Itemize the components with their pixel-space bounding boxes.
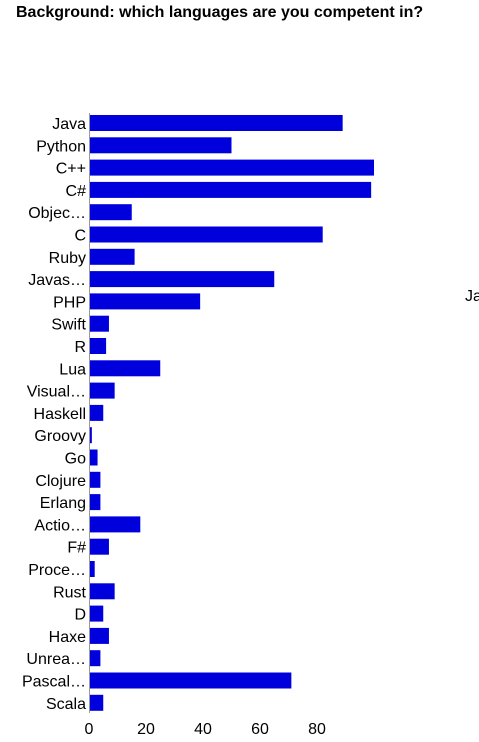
category-label: Java bbox=[52, 116, 86, 133]
bar-25 bbox=[89, 672, 292, 689]
bar-15 bbox=[89, 449, 98, 466]
category-label: D bbox=[74, 607, 86, 624]
category-label: Proce… bbox=[28, 562, 86, 579]
bar-12 bbox=[89, 382, 115, 399]
chart-title: Background: which languages are you comp… bbox=[16, 4, 424, 21]
bar-5 bbox=[89, 226, 323, 243]
bar-17 bbox=[89, 494, 101, 511]
category-label: Clojure bbox=[35, 473, 86, 490]
bars-group bbox=[89, 115, 374, 711]
bar-24 bbox=[89, 650, 101, 667]
category-label: F# bbox=[67, 540, 86, 557]
category-label: Rust bbox=[53, 584, 86, 601]
bar-8 bbox=[89, 293, 201, 310]
category-label: Objec… bbox=[28, 205, 86, 222]
bar-13 bbox=[89, 404, 104, 421]
bar-7 bbox=[89, 271, 275, 288]
category-label: PHP bbox=[53, 294, 86, 311]
bar-16 bbox=[89, 471, 101, 488]
category-label: Actio… bbox=[34, 517, 86, 534]
category-label: Javas… bbox=[28, 272, 86, 289]
bar-23 bbox=[89, 627, 109, 644]
bar-18 bbox=[89, 516, 141, 533]
bar-0 bbox=[89, 115, 343, 131]
bar-22 bbox=[89, 605, 104, 622]
bar-26 bbox=[89, 694, 104, 711]
x-tick-label: 80 bbox=[308, 721, 326, 738]
bar-14 bbox=[89, 427, 92, 444]
bar-19 bbox=[89, 538, 109, 555]
category-label: Erlang bbox=[40, 495, 86, 512]
category-label: Lua bbox=[59, 361, 86, 378]
category-labels-group: Java Python C++ C# Objec… C Ruby Javas… PHP Swift… bbox=[22, 116, 87, 713]
bar-9 bbox=[89, 315, 109, 332]
category-label: Ruby bbox=[49, 250, 86, 267]
x-tick-label: 20 bbox=[137, 721, 155, 738]
category-label: Swift bbox=[51, 317, 86, 334]
bar-1 bbox=[89, 137, 232, 154]
x-tick-label: 60 bbox=[251, 721, 269, 738]
x-tick-label: 40 bbox=[194, 721, 212, 738]
bar-21 bbox=[89, 583, 115, 600]
category-label: C++ bbox=[56, 161, 86, 178]
category-label: R bbox=[74, 339, 86, 356]
category-label: C# bbox=[66, 183, 87, 200]
x-tick-labels-group: 0 20 40 60 80 bbox=[85, 721, 326, 738]
category-label: Python bbox=[36, 138, 86, 155]
category-label: Haxe bbox=[49, 629, 86, 646]
category-label: C bbox=[74, 228, 86, 245]
category-label: Scala bbox=[46, 696, 86, 713]
x-tick-label: 0 bbox=[85, 721, 94, 738]
category-label: Groovy bbox=[34, 428, 86, 445]
category-label: Visual… bbox=[27, 384, 86, 401]
bar-11 bbox=[89, 360, 161, 377]
category-label: Go bbox=[65, 451, 86, 468]
bar-2 bbox=[89, 159, 374, 176]
category-label: Unrea… bbox=[26, 651, 86, 668]
bar-20 bbox=[89, 561, 95, 577]
bar-4 bbox=[89, 204, 132, 221]
bar-3 bbox=[89, 181, 372, 198]
bar-10 bbox=[89, 338, 107, 354]
category-label: Pascal… bbox=[22, 674, 86, 691]
bar-6 bbox=[89, 248, 135, 265]
category-label: Haskell bbox=[34, 406, 86, 423]
side-label: Ja bbox=[465, 288, 479, 305]
